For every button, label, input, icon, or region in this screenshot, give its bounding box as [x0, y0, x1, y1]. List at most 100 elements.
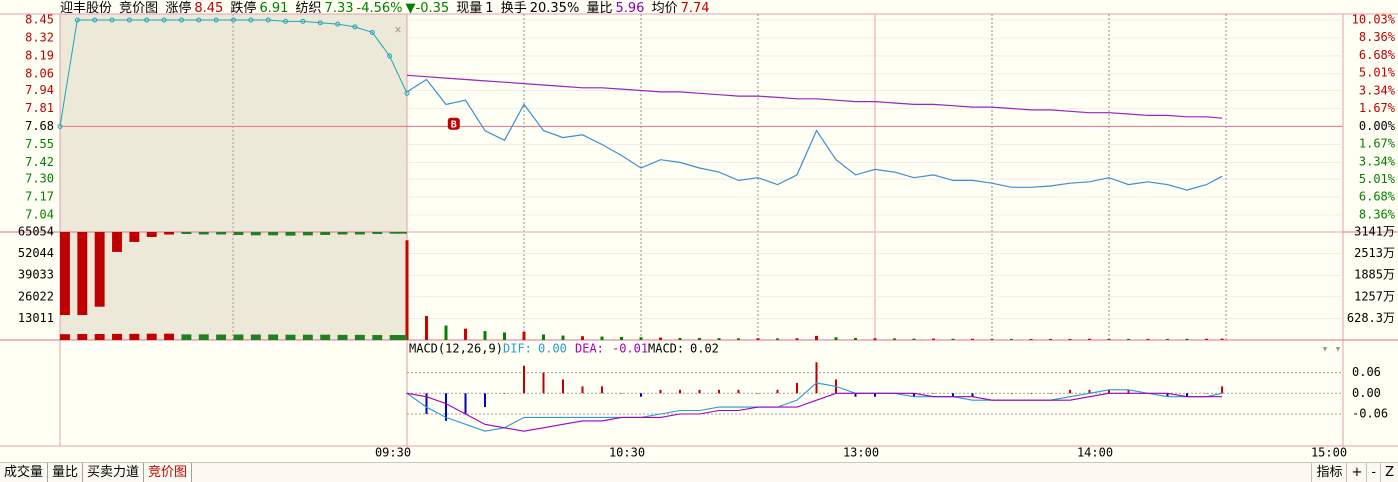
- value: 20.35%: [529, 1, 580, 16]
- volume-bar: [737, 338, 740, 340]
- unmatched-volume-bar: [164, 232, 175, 235]
- y2-tick-label: 6.68%: [1359, 190, 1396, 204]
- auction-price-dot: [387, 53, 393, 59]
- volume-bar: [1010, 338, 1013, 340]
- macd-bar: [1108, 389, 1110, 394]
- y2-tick-label: 1.67%: [1359, 137, 1396, 151]
- volume-bar: [620, 336, 623, 340]
- x-tick-label: 15:00: [1311, 446, 1347, 460]
- volume-bar: [717, 338, 721, 340]
- y2-tick-label: 1257万: [1354, 289, 1395, 303]
- matched-volume-bar: [198, 334, 209, 340]
- macd-bar: [1010, 393, 1013, 394]
- volume-bar: [971, 338, 974, 340]
- macd-bar: [1049, 393, 1052, 394]
- y-tick-label: 7.94: [25, 83, 54, 97]
- auction-price-dot: [248, 17, 254, 23]
- y2-tick-label: 8.36%: [1359, 208, 1396, 222]
- volume-bar: [639, 337, 643, 340]
- matched-volume-bar: [250, 334, 261, 340]
- auction-price-dot: [57, 123, 63, 129]
- y2-tick-label: 3141万: [1354, 225, 1395, 239]
- y-tick-label: 52044: [18, 246, 54, 260]
- volume-bar: [1068, 338, 1072, 340]
- macd-bar: [562, 379, 564, 394]
- matched-volume-bar: [372, 335, 383, 340]
- volume-bar: [600, 336, 604, 340]
- macd-bar: [874, 393, 876, 397]
- unmatched-volume-bar: [397, 232, 407, 234]
- y-tick-label: 7.55: [25, 137, 54, 151]
- tab[interactable]: 量比: [48, 463, 84, 482]
- matched-volume-bar: [389, 335, 400, 340]
- macd-bar: [971, 393, 974, 397]
- dropdown-icon: ▾: [1321, 342, 1328, 356]
- toolbar-button[interactable]: 指标: [1311, 463, 1346, 482]
- volume-bar: [698, 337, 701, 340]
- macd-bar: [1127, 389, 1130, 394]
- dropdown-icon: ▾: [1334, 342, 1341, 356]
- unmatched-volume-bar: [285, 232, 296, 236]
- volume-bar: [1220, 338, 1224, 340]
- legend-value: 0.02: [690, 342, 719, 356]
- unmatched-volume-bar: [372, 232, 383, 234]
- y-tick-label: 65054: [18, 225, 54, 239]
- macd-bar: [659, 389, 662, 394]
- auction-area: [60, 14, 407, 340]
- close-icon: ×: [394, 23, 401, 37]
- volume-bar: [854, 337, 857, 340]
- volume-bar: [756, 338, 760, 340]
- y2-tick-label: 628.3万: [1347, 311, 1395, 325]
- macd-bar: [952, 393, 954, 397]
- legend-value: 0.00: [538, 342, 567, 356]
- macd-bar: [679, 389, 681, 394]
- y2-tick-label: 5.01%: [1359, 172, 1396, 186]
- volume-bar: [581, 336, 584, 340]
- y-tick-label: 7.68: [25, 119, 54, 133]
- label: 跌停: [230, 1, 257, 16]
- label: 纺织: [295, 1, 322, 16]
- stock-name: 迎丰股份: [60, 1, 113, 16]
- toolbar-button[interactable]: -: [1366, 463, 1380, 482]
- y2-tick-label: 2513万: [1354, 246, 1395, 260]
- volume-bar: [932, 338, 935, 340]
- macd-bar: [445, 393, 447, 421]
- volume-bar: [483, 331, 487, 340]
- y-tick-label: 7.30: [25, 172, 54, 186]
- unmatched-volume-bar: [181, 232, 192, 234]
- macd-bar: [718, 389, 720, 394]
- macd-bar: [1088, 389, 1091, 394]
- matched-volume-bar: [337, 334, 348, 340]
- unmatched-volume-bar: [77, 232, 88, 316]
- y-tick-label: 8.19: [25, 48, 54, 62]
- tab[interactable]: 买卖力道: [83, 463, 145, 482]
- y2-tick-label: 8.36%: [1359, 30, 1396, 44]
- y2-tick-label: 3.34%: [1359, 154, 1396, 168]
- macd-bar: [1069, 389, 1071, 394]
- matched-volume-bar: [285, 334, 296, 340]
- auction-price-dot: [161, 17, 167, 23]
- auction-price-dot: [74, 17, 80, 23]
- unmatched-volume-bar: [112, 232, 122, 252]
- macd-bar: [991, 393, 993, 394]
- macd-bar: [581, 386, 584, 394]
- auction-price-dot: [265, 17, 271, 23]
- volume-bar: [1107, 338, 1111, 340]
- toolbar-button[interactable]: +: [1346, 463, 1366, 482]
- tab[interactable]: 成交量: [0, 463, 49, 482]
- label: 现量: [456, 1, 483, 16]
- label: 涨停: [165, 1, 192, 16]
- macd-bar: [913, 393, 915, 397]
- matched-volume-bar: [397, 335, 407, 340]
- volume-bar: [1146, 338, 1150, 340]
- tab[interactable]: 竞价图: [144, 463, 193, 482]
- auction-price-dot: [109, 17, 115, 23]
- volume-bar: [503, 332, 506, 340]
- macd-bar: [1205, 393, 1208, 394]
- volume-bar: [795, 338, 799, 340]
- unmatched-volume-bar: [129, 232, 140, 242]
- y-tick-label: 26022: [18, 289, 54, 303]
- macd-bar: [737, 389, 740, 394]
- y-tick-label: 7.42: [25, 155, 54, 169]
- toolbar-button[interactable]: Z: [1380, 463, 1398, 482]
